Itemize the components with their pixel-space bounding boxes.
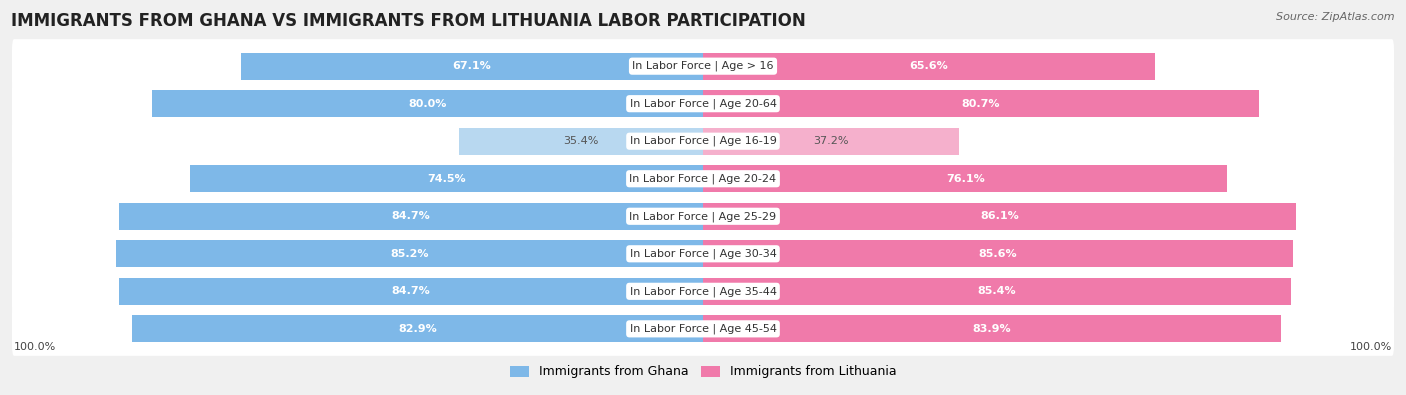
- Text: IMMIGRANTS FROM GHANA VS IMMIGRANTS FROM LITHUANIA LABOR PARTICIPATION: IMMIGRANTS FROM GHANA VS IMMIGRANTS FROM…: [11, 12, 806, 30]
- FancyBboxPatch shape: [13, 302, 1393, 356]
- FancyBboxPatch shape: [13, 114, 1393, 168]
- Bar: [703, 203, 1296, 230]
- Bar: [117, 240, 703, 267]
- FancyBboxPatch shape: [13, 77, 1393, 131]
- Legend: Immigrants from Ghana, Immigrants from Lithuania: Immigrants from Ghana, Immigrants from L…: [505, 360, 901, 384]
- Text: 67.1%: 67.1%: [453, 61, 491, 71]
- Bar: [703, 90, 1258, 117]
- Bar: [703, 53, 1154, 80]
- FancyBboxPatch shape: [13, 264, 1393, 318]
- Bar: [120, 278, 703, 305]
- Bar: [240, 53, 703, 80]
- Text: 100.0%: 100.0%: [14, 342, 56, 352]
- Bar: [132, 315, 703, 342]
- Bar: [190, 165, 703, 192]
- Bar: [703, 240, 1292, 267]
- Text: 80.0%: 80.0%: [408, 99, 447, 109]
- Text: 74.5%: 74.5%: [427, 174, 465, 184]
- FancyBboxPatch shape: [13, 39, 1393, 93]
- Text: 85.6%: 85.6%: [979, 249, 1017, 259]
- Text: 82.9%: 82.9%: [398, 324, 437, 334]
- Bar: [460, 128, 703, 155]
- Text: In Labor Force | Age > 16: In Labor Force | Age > 16: [633, 61, 773, 71]
- Text: In Labor Force | Age 35-44: In Labor Force | Age 35-44: [630, 286, 776, 297]
- Text: 85.4%: 85.4%: [977, 286, 1017, 296]
- Text: 86.1%: 86.1%: [980, 211, 1019, 221]
- Bar: [120, 203, 703, 230]
- Text: In Labor Force | Age 20-64: In Labor Force | Age 20-64: [630, 98, 776, 109]
- Text: 84.7%: 84.7%: [392, 286, 430, 296]
- Bar: [703, 165, 1227, 192]
- Bar: [703, 315, 1281, 342]
- Text: Source: ZipAtlas.com: Source: ZipAtlas.com: [1277, 12, 1395, 22]
- Text: 35.4%: 35.4%: [564, 136, 599, 146]
- Text: 84.7%: 84.7%: [392, 211, 430, 221]
- FancyBboxPatch shape: [13, 152, 1393, 206]
- Text: In Labor Force | Age 16-19: In Labor Force | Age 16-19: [630, 136, 776, 147]
- Text: In Labor Force | Age 20-24: In Labor Force | Age 20-24: [630, 173, 776, 184]
- Text: 65.6%: 65.6%: [910, 61, 949, 71]
- FancyBboxPatch shape: [13, 227, 1393, 281]
- Text: 37.2%: 37.2%: [814, 136, 849, 146]
- Bar: [152, 90, 703, 117]
- Bar: [703, 278, 1291, 305]
- Text: 76.1%: 76.1%: [946, 174, 984, 184]
- Bar: [703, 128, 959, 155]
- Text: In Labor Force | Age 30-34: In Labor Force | Age 30-34: [630, 248, 776, 259]
- FancyBboxPatch shape: [13, 189, 1393, 243]
- Text: In Labor Force | Age 25-29: In Labor Force | Age 25-29: [630, 211, 776, 222]
- Text: In Labor Force | Age 45-54: In Labor Force | Age 45-54: [630, 324, 776, 334]
- Text: 83.9%: 83.9%: [973, 324, 1011, 334]
- Text: 85.2%: 85.2%: [391, 249, 429, 259]
- Text: 80.7%: 80.7%: [962, 99, 1000, 109]
- Text: 100.0%: 100.0%: [1350, 342, 1392, 352]
